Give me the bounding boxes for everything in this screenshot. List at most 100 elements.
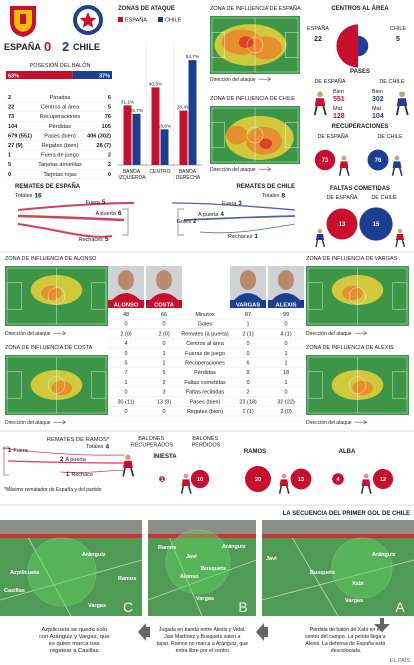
stat-home: 27 (9) [8,143,23,149]
shot-value: 5 [102,200,106,206]
bar [179,110,188,165]
player-icon [278,473,290,494]
shot-value: 1 [254,234,258,240]
possession-label: 37% [99,73,110,79]
shot-line [1,447,126,456]
value-bubble [359,207,393,241]
stat-label: Pases (bien) [190,399,221,405]
photo-pitch-lines [261,537,414,617]
map-note: Dirección del ataque [306,420,352,426]
shot-label: Fuera [86,200,101,206]
player-tag: Aránguiz [372,552,396,558]
photo-head [156,270,172,290]
photo-shirt [272,293,300,300]
icon-legs [180,485,192,494]
stat-value: 18 [283,370,289,376]
total-value: 4 [105,443,109,450]
legend-label: CHILE [165,18,182,24]
pitch-map [210,106,300,164]
goal-frame [122,208,129,236]
stat-away: 2 [108,162,111,168]
player-icon [313,91,327,116]
player-icon [395,228,406,248]
photo-boards [262,534,414,538]
shot-label: A puerta [198,212,219,218]
value-bubble [367,149,389,171]
player-tag: Alonso [180,574,199,580]
stat-value: 0 [246,341,249,347]
icon-legs [395,105,409,116]
heat-zone [249,36,282,60]
team-label: CHILE [390,26,407,32]
player-tag: Ramos [158,545,176,551]
team-name: CHILE [73,42,100,52]
icon-body [396,234,404,240]
frame-letter: A [395,599,405,615]
bar [160,129,169,165]
map-title: ZONA DE INFLUENCIA DE CHILE [210,96,295,102]
stat-label: Remates (a puerta) [181,331,229,337]
value-label: 28,4% [177,105,191,111]
stat-value: 1 [246,322,249,328]
pitch-line [392,282,408,310]
bubble-label: 13 [339,222,346,228]
icon-head [397,228,403,234]
shot-label: A puerta [96,211,117,217]
stat-label: Regates (bien) [187,409,223,415]
bubble-label: 15 [373,222,380,228]
player-icon [122,454,135,477]
pitch-line [47,376,66,394]
team-label: ESPAÑA [307,25,329,32]
team-label: DE ESPAÑA [317,133,348,140]
icon-body [339,161,349,168]
possession-label: 63% [8,73,19,79]
stat-value: 23 (18) [239,399,257,405]
pitch-line [211,121,225,149]
team-label: DE CHILE [377,134,403,140]
caption: Jugada en banda entre Alexis y Vidal. Ja… [157,627,250,654]
player-tag: Busquets [310,570,335,576]
stat-value: 0 [162,409,165,415]
legend-label: ESPAÑA [125,17,147,24]
stat-label: Centros al área [41,105,80,111]
section-title: FALTAS COMETIDAS [330,186,390,192]
name-plate [108,300,144,308]
name-plate [230,300,266,308]
shot-value: 1 [66,472,70,478]
stat-home: 104 [8,124,18,130]
x-tick-label: BANDA DERECHA [176,169,201,181]
player-icon [338,155,350,176]
stat-value: 4 [124,341,127,347]
pitch-map [5,266,108,326]
stat-value: 0 [124,351,127,357]
stat-away: 406 (302) [87,133,111,139]
value-bubble [326,208,358,240]
section-title: RECUPERACIONES [332,124,389,130]
stat-home: 1 [8,153,11,159]
section-title: REMATES DE CHILE [236,184,295,190]
highlight [331,537,393,599]
name-plate [268,300,304,308]
player-tag: Javi [186,554,197,560]
icon-head [363,473,369,479]
photo-boards [148,534,256,538]
icon-legs [278,485,290,494]
pitch-line [285,121,299,149]
total-label: Totales [15,193,33,199]
player-tag: Azpilicueta [10,570,40,576]
legend-swatch [158,17,163,22]
value-bubble [159,476,165,482]
icon-head [341,155,347,161]
sequence-arrow [138,623,150,641]
stat-label: Fuera de juego [41,153,79,159]
pass-label: Mal [333,106,342,112]
map-title: ZONA DE INFLUENCIA DE VARGAS [306,256,398,262]
stat-label: Tarjetas rojas [43,172,76,178]
stat-value: 0 [124,409,127,415]
icon-legs [360,485,372,494]
pitch-line [307,282,323,310]
heat-zone [259,138,273,149]
stat-away: 5 [108,105,111,111]
goal-frame [3,446,9,476]
frame-letter: C [123,599,133,615]
